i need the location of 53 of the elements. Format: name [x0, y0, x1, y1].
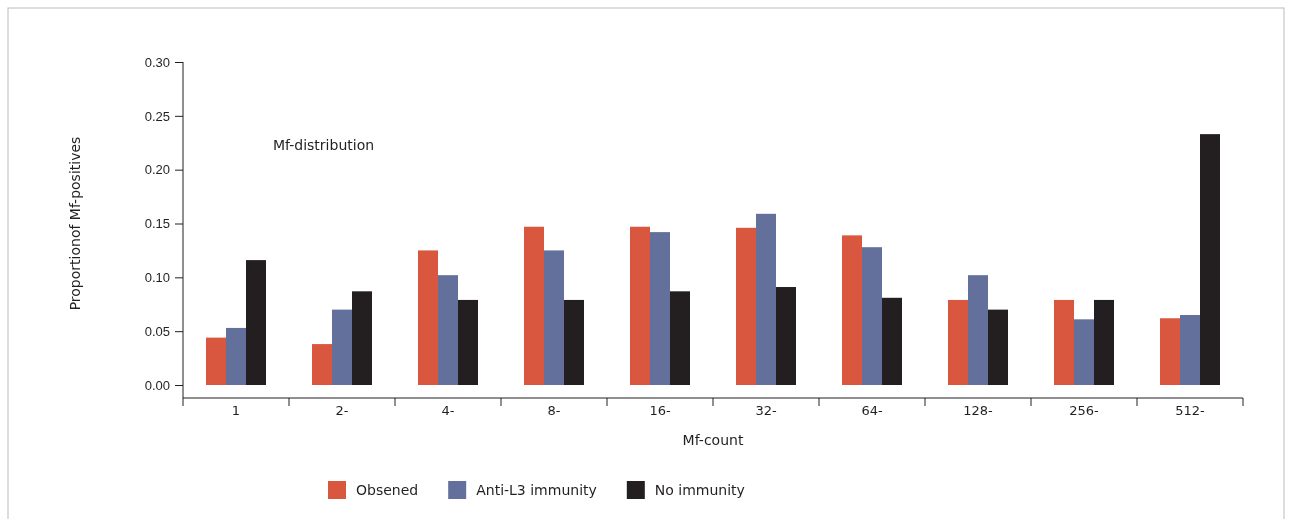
x-tick-label: 256- — [1069, 403, 1100, 418]
bar — [650, 232, 670, 385]
x-tick-label: 32- — [755, 403, 777, 418]
bar — [246, 260, 266, 385]
x-tick-label: 128- — [963, 403, 994, 418]
bar — [988, 309, 1008, 385]
bar — [332, 309, 352, 385]
bar — [948, 299, 968, 385]
bar — [776, 287, 796, 385]
bar — [1074, 319, 1094, 385]
bar — [544, 250, 564, 385]
legend-label: Obsened — [356, 482, 419, 498]
bar — [564, 299, 584, 385]
bar — [1054, 299, 1074, 385]
bar — [756, 213, 776, 385]
x-tick-label: 2- — [335, 403, 349, 418]
y-tick-label: 0.00 — [144, 377, 170, 393]
y-tick-label: 0.10 — [144, 269, 170, 285]
bar — [842, 235, 862, 385]
y-tick-label: 0.30 — [144, 54, 170, 70]
bar — [1160, 318, 1180, 385]
x-axis-title: Mf-count — [682, 432, 744, 448]
x-tick-label: 16- — [649, 403, 671, 418]
y-tick-label: 0.15 — [144, 216, 170, 232]
bar — [352, 291, 372, 385]
bar — [630, 226, 650, 385]
y-tick-label: 0.05 — [144, 323, 170, 339]
bar — [882, 297, 902, 385]
bar — [458, 299, 478, 385]
x-tick-label: 8- — [547, 403, 561, 418]
legend-label: No immunity — [654, 482, 745, 498]
y-tick-label: 0.20 — [144, 162, 170, 178]
bar — [1094, 299, 1114, 385]
x-tick-label: 64- — [861, 403, 883, 418]
bar — [524, 226, 544, 385]
legend-label: Anti-L3 immunity — [476, 482, 597, 498]
y-axis-title: Proportionof Mf-positives — [67, 136, 83, 311]
bar — [1200, 134, 1220, 385]
bar — [1180, 315, 1200, 385]
y-tick-label: 0.25 — [144, 108, 170, 124]
bar — [312, 344, 332, 385]
bar — [670, 291, 690, 385]
x-tick-label: 1 — [231, 403, 241, 418]
bar — [438, 275, 458, 385]
x-tick-label: 512- — [1175, 403, 1206, 418]
bar — [226, 327, 246, 385]
annotation: Mf-distribution — [273, 137, 375, 153]
x-tick-label: 4- — [441, 403, 455, 418]
bar — [862, 247, 882, 385]
bar — [418, 250, 438, 385]
bar — [736, 227, 756, 385]
bar — [206, 337, 226, 385]
bar — [968, 275, 988, 385]
